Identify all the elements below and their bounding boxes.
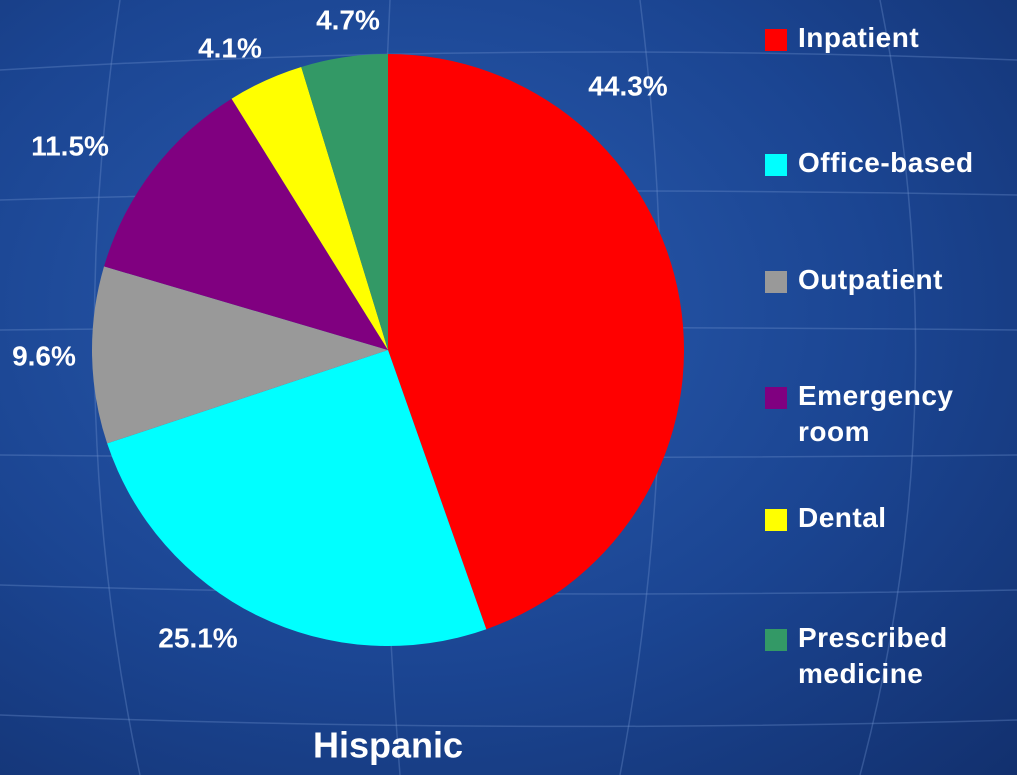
legend-item: Emergency room	[765, 378, 1015, 450]
legend-label: Prescribed medicine	[798, 622, 948, 689]
legend-item: Outpatient	[765, 262, 1015, 298]
data-label: 25.1%	[158, 622, 237, 653]
legend-item: Prescribed medicine	[765, 620, 1015, 692]
bg-line	[0, 714, 1017, 728]
data-label: 4.1%	[198, 32, 262, 63]
pie-slice	[388, 54, 685, 630]
legend-label: Dental	[798, 502, 887, 533]
pie-slice	[104, 98, 389, 350]
pie-slice	[231, 66, 388, 351]
data-label: 9.6%	[12, 340, 76, 371]
pie-slice	[107, 350, 487, 646]
data-label: 44.3%	[588, 70, 667, 101]
data-label: 11.5%	[31, 130, 109, 161]
bg-line	[859, 0, 917, 775]
legend-label: Outpatient	[798, 264, 943, 295]
legend-label: Office-based	[798, 147, 974, 178]
chart-title: Hispanic	[313, 725, 463, 766]
bg-line	[93, 0, 141, 775]
legend-swatch	[765, 29, 787, 51]
legend-label: Inpatient	[798, 22, 920, 53]
legend-item: Office-based	[765, 145, 1015, 181]
legend-item: Inpatient	[765, 20, 1015, 56]
legend-swatch	[765, 387, 787, 409]
legend-swatch	[765, 509, 787, 531]
legend-swatch	[765, 154, 787, 176]
legend-swatch	[765, 629, 787, 651]
data-label: 4.7%	[316, 4, 380, 35]
legend-label: Emergency room	[798, 380, 954, 447]
legend-swatch	[765, 271, 787, 293]
pie-slice	[301, 54, 388, 350]
legend-item: Dental	[765, 500, 1015, 536]
bg-line	[0, 51, 1017, 71]
pie-slice	[92, 266, 388, 444]
